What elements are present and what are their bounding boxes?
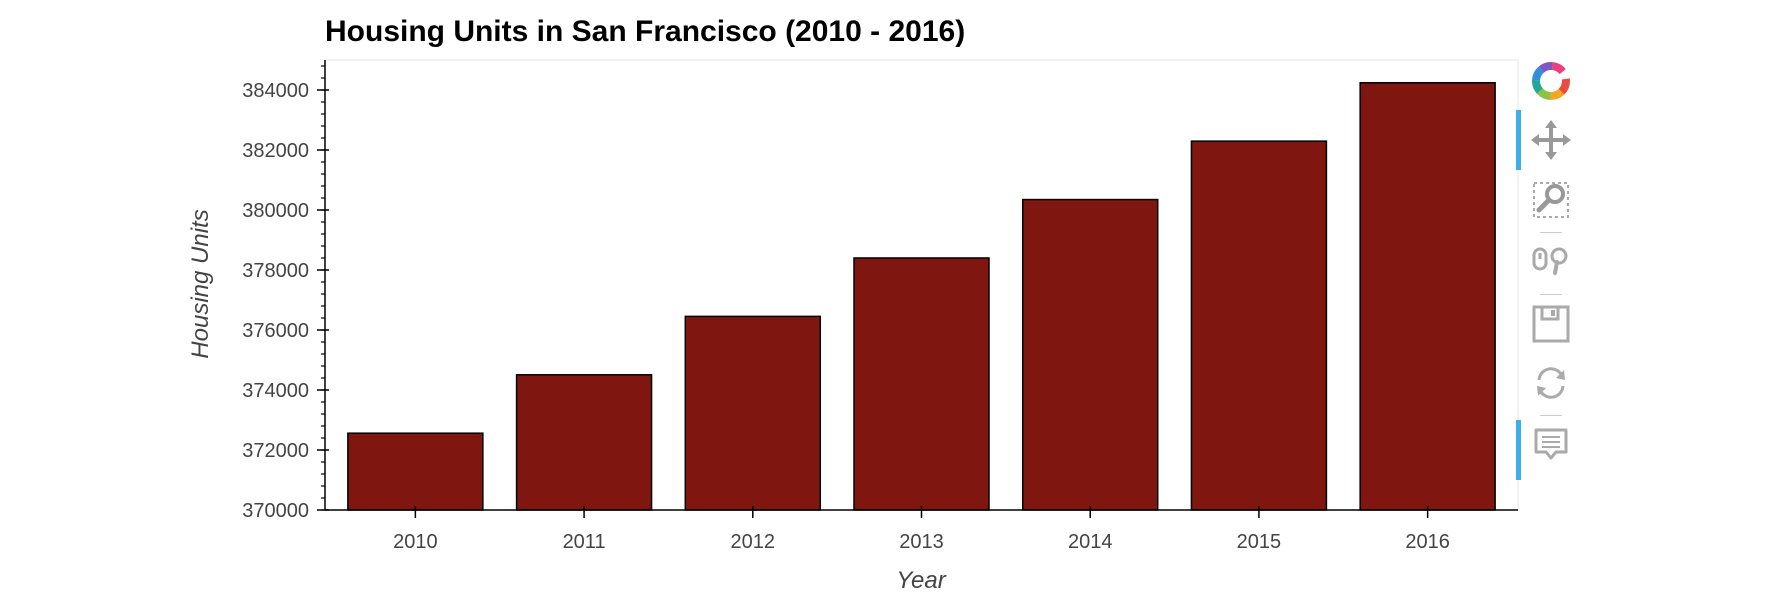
bar-2013[interactable] — [853, 257, 990, 511]
y-tick-label: 376000 — [242, 320, 309, 342]
box-zoom-tool-button[interactable] — [1526, 175, 1576, 225]
reset-tool-button[interactable] — [1526, 358, 1576, 408]
bars-layer — [347, 81, 1496, 511]
hover-icon — [1534, 428, 1568, 460]
toolbar-separator — [1540, 415, 1562, 416]
reset-icon — [1537, 367, 1565, 399]
x-tick-label: 2013 — [899, 531, 944, 553]
y-tick-label: 384000 — [242, 80, 309, 102]
y-tick-label: 382000 — [242, 140, 309, 162]
bar-2016[interactable] — [1359, 81, 1496, 511]
y-tick-label: 380000 — [242, 200, 309, 222]
x-axis: 2010 2011 2012 2013 2014 2015 2016 — [325, 506, 1518, 553]
x-tick-label: 2010 — [393, 531, 438, 553]
hover-tool-button[interactable] — [1526, 420, 1576, 470]
x-tick-label: 2015 — [1237, 531, 1282, 553]
y-axis: 370000 372000 374000 376000 378000 380000 3820… — [242, 60, 329, 522]
bar-2011[interactable] — [515, 374, 653, 511]
bokeh-logo-icon — [1532, 62, 1570, 100]
wheel-zoom-icon — [1532, 247, 1568, 275]
box-zoom-icon — [1533, 182, 1569, 218]
y-axis-label: Housing Units — [187, 209, 214, 358]
bokeh-logo[interactable] — [1526, 56, 1576, 106]
y-tick-label: 372000 — [242, 440, 309, 462]
y-tick-label: 370000 — [242, 500, 309, 522]
bar-2012[interactable] — [684, 315, 822, 511]
bar-2015[interactable] — [1190, 140, 1328, 511]
wheel-zoom-tool-button[interactable] — [1526, 237, 1576, 287]
toolbar-separator — [1540, 294, 1562, 295]
chart-title: Housing Units in San Francisco (2010 - 2… — [325, 15, 965, 48]
x-axis-label: Year — [896, 567, 946, 594]
bar-2014[interactable] — [1021, 198, 1159, 511]
save-icon — [1532, 305, 1570, 343]
pan-active-indicator — [1516, 110, 1521, 170]
pan-tool-button[interactable] — [1526, 115, 1576, 165]
y-tick-label: 374000 — [242, 380, 309, 402]
y-tick-label: 378000 — [242, 260, 309, 282]
bar-2010[interactable] — [347, 432, 484, 511]
plot-toolbar — [1516, 54, 1584, 484]
x-tick-label: 2011 — [563, 531, 606, 553]
toolbar-separator — [1540, 232, 1562, 233]
save-tool-button[interactable] — [1526, 299, 1576, 349]
pan-icon — [1531, 120, 1571, 160]
x-tick-label: 2012 — [731, 531, 776, 553]
hover-active-indicator — [1516, 420, 1521, 480]
x-tick-label: 2016 — [1405, 531, 1450, 553]
x-tick-label: 2014 — [1068, 531, 1113, 553]
